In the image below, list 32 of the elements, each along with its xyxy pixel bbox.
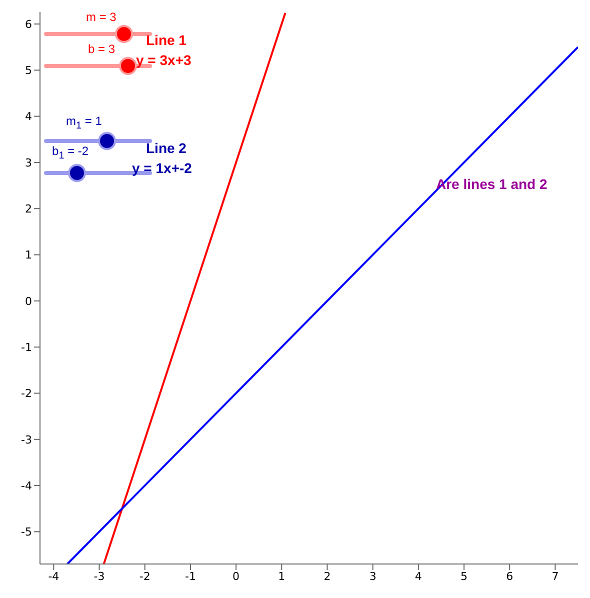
- x-tick-label: 4: [414, 570, 422, 583]
- x-tick-label: -1: [184, 570, 196, 583]
- x-tick-label: 7: [552, 570, 559, 583]
- x-tick-label: -4: [48, 570, 60, 583]
- x-tick-label: 5: [460, 570, 468, 583]
- y-tick-label: 0: [25, 294, 32, 308]
- y-tick-label: -4: [21, 479, 32, 492]
- y-tick-label: -3: [21, 433, 32, 446]
- annotation: y = 3x+3: [136, 52, 192, 68]
- y-tick-label: -2: [21, 387, 32, 400]
- x-tick-label: 6: [506, 570, 514, 583]
- annotation: m$_{1}$ = 1: [66, 114, 102, 132]
- y-tick-label: 2: [25, 202, 32, 216]
- y-tick-label: -1: [21, 340, 32, 354]
- annotation: b$_{1}$ = -2: [52, 144, 89, 162]
- annotation: b = 3: [88, 42, 116, 56]
- y-tick-label: 5: [25, 64, 32, 78]
- x-tick-label: -3: [94, 570, 105, 583]
- x-tick-label: 1: [278, 570, 286, 583]
- annotation: Line 2: [146, 140, 186, 156]
- y-tick-label: 1: [25, 248, 32, 262]
- y-tick-label: -5: [21, 526, 32, 539]
- y-tick-label: 4: [25, 110, 32, 124]
- x-tick-label: 2: [324, 570, 331, 583]
- annotation: y = 1x+-2: [132, 160, 192, 176]
- annotation: Line 1: [146, 32, 186, 48]
- x-tick-label: 0: [232, 570, 240, 583]
- x-tick-label: 3: [369, 570, 376, 583]
- y-tick-label: 3: [25, 156, 32, 170]
- annotation: m = 3: [86, 10, 116, 24]
- x-tick-label: -2: [139, 570, 150, 583]
- y-tick-label: 6: [25, 18, 32, 31]
